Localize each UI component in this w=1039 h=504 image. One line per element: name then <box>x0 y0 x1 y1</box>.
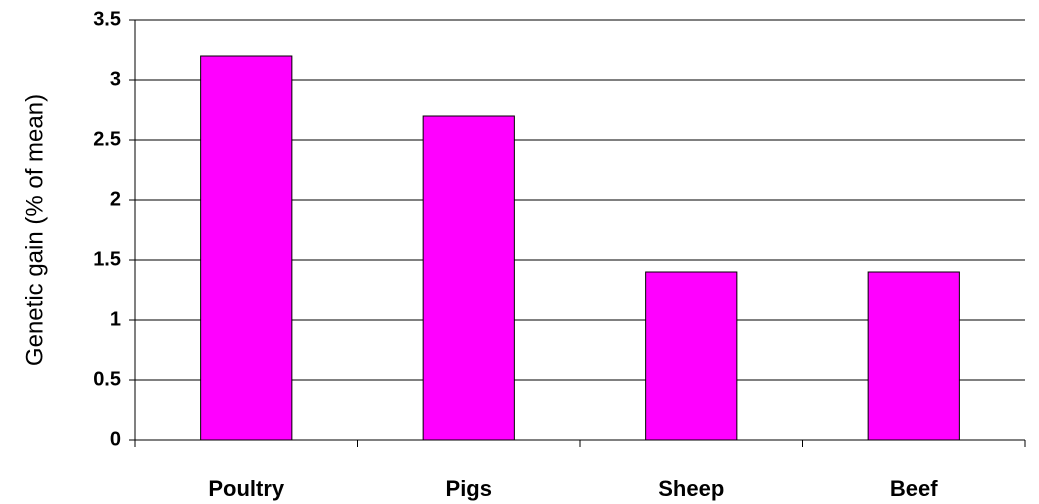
x-tick-label: Sheep <box>658 476 724 501</box>
x-tick-label: Poultry <box>208 476 285 501</box>
bar <box>645 271 738 441</box>
y-tick-label: 0.5 <box>93 368 121 390</box>
bar <box>200 55 293 441</box>
y-tick-label: 1.5 <box>93 248 121 270</box>
y-tick-label: 0 <box>110 428 121 450</box>
y-tick-label: 3.5 <box>93 8 121 30</box>
y-axis-label: Genetic gain (% of mean) <box>21 94 48 366</box>
x-tick-label: Beef <box>890 476 938 501</box>
x-tick-label: Pigs <box>446 476 492 501</box>
bar <box>867 271 960 441</box>
y-tick-label: 2 <box>110 188 121 210</box>
y-tick-label: 3 <box>110 68 121 90</box>
y-tick-label: 1 <box>110 308 121 330</box>
bar <box>422 115 515 441</box>
y-tick-label: 2.5 <box>93 128 121 150</box>
